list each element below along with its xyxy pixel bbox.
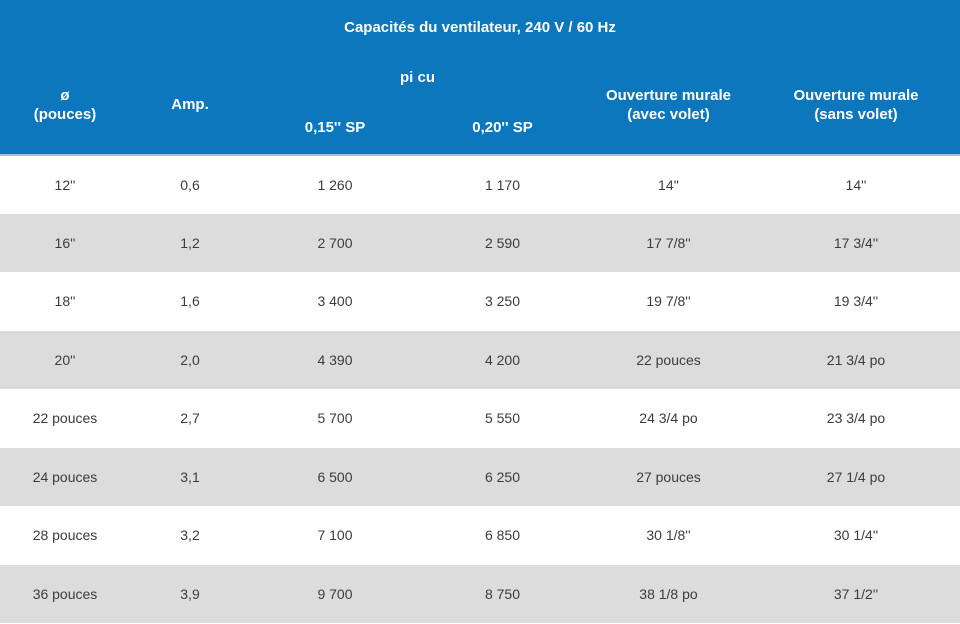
- cell-sp-020: 8 750: [484, 585, 521, 602]
- cell-sp-020: 6 850: [484, 527, 521, 544]
- header-wall-without-line2: (sans volet): [814, 105, 898, 123]
- table-title: Capacités du ventilateur, 240 V / 60 Hz: [0, 0, 960, 55]
- cell-diameter: 12'': [0, 154, 130, 214]
- header-group-row: ø (pouces) Amp. pi cu Ouverture murale (…: [0, 55, 960, 155]
- cell-sp-015: 7 100: [317, 527, 353, 544]
- cell-diameter: 24 pouces: [32, 468, 98, 485]
- cell-amp: 3,1: [180, 468, 200, 485]
- header-wall-with-line2: (avec volet): [627, 105, 710, 123]
- cell-sp-015: 1 260: [250, 154, 420, 214]
- header-wall-without-line1: Ouverture murale: [793, 86, 919, 104]
- cell-sp-020: 4 200: [484, 351, 521, 368]
- cell-sp-020: 6 250: [484, 468, 521, 485]
- cell-wall-without: 23 3/4 po: [826, 410, 886, 427]
- cell-diameter: 36 pouces: [32, 585, 98, 602]
- header-sp-015: 0,15'' SP: [250, 100, 420, 155]
- header-pi-cu-group: pi cu: [250, 55, 585, 100]
- cell-diameter: 28 pouces: [32, 527, 98, 544]
- cell-sp-015: 2 700: [317, 234, 353, 251]
- table-row: 28 pouces 3,2 7 100 6 850 30 1/8'' 30 1/…: [0, 506, 960, 565]
- table-row: 20'' 2,0 4 390 4 200 22 pouces 21 3/4 po: [0, 330, 960, 389]
- cell-amp: 1,6: [180, 293, 200, 310]
- cell-diameter: 22 pouces: [32, 410, 98, 427]
- cell-wall-with: 24 3/4 po: [639, 410, 698, 427]
- header-sp-row: 0,15'' SP 0,20'' SP: [0, 100, 960, 155]
- cell-amp: 3,2: [180, 527, 200, 544]
- cell-diameter: 20'': [54, 351, 76, 368]
- cell-wall-with: 19 7/8'': [646, 293, 691, 310]
- cell-sp-020: 5 550: [484, 410, 521, 427]
- header-diameter-unit: (pouces): [33, 105, 97, 123]
- header-diameter: ø (pouces): [0, 55, 130, 155]
- cell-amp: 1,2: [180, 234, 200, 251]
- header-wall-with-line1: Ouverture murale: [605, 86, 732, 104]
- table-row: 12'' 0,6 1 260 1 170 14'' 14'': [0, 154, 960, 214]
- cell-amp: 0,6: [130, 154, 250, 214]
- cell-sp-020: 2 590: [484, 234, 521, 251]
- cell-wall-without: 21 3/4 po: [826, 351, 886, 368]
- cell-wall-without: 27 1/4 po: [826, 468, 886, 485]
- cell-amp: 3,9: [180, 585, 200, 602]
- cell-diameter: 16'': [54, 234, 76, 251]
- table-body: 12'' 0,6 1 260 1 170 14'' 14'' 16'' 1,2 …: [0, 154, 960, 623]
- cell-sp-015: 4 390: [317, 351, 353, 368]
- header-sp-020: 0,20'' SP: [420, 100, 585, 155]
- cell-sp-020: 1 170: [420, 154, 585, 214]
- cell-sp-020: 3 250: [484, 293, 521, 310]
- header-wall-without-shutter: Ouverture murale (sans volet): [752, 55, 960, 155]
- cell-wall-with: 30 1/8'': [646, 527, 691, 544]
- header-wall-with-shutter: Ouverture murale (avec volet): [585, 55, 752, 155]
- table-row: 16'' 1,2 2 700 2 590 17 7/8'' 17 3/4'': [0, 213, 960, 272]
- header-diameter-symbol: ø: [60, 86, 70, 104]
- table-row: 22 pouces 2,7 5 700 5 550 24 3/4 po 23 3…: [0, 389, 960, 448]
- table-row: 24 pouces 3,1 6 500 6 250 27 pouces 27 1…: [0, 447, 960, 506]
- cell-amp: 2,0: [180, 351, 200, 368]
- cell-wall-without: 19 3/4'': [833, 293, 879, 310]
- cell-amp: 2,7: [180, 410, 200, 427]
- cell-wall-without: 30 1/4'': [833, 527, 879, 544]
- cell-wall-with: 17 7/8'': [646, 234, 691, 251]
- cell-wall-with: 22 pouces: [636, 351, 701, 368]
- cell-wall-with: 38 1/8 po: [639, 585, 698, 602]
- cell-sp-015: 3 400: [317, 293, 353, 310]
- cell-sp-015: 6 500: [317, 468, 353, 485]
- cell-wall-without: 14'': [752, 154, 960, 214]
- table-row: 18'' 1,6 3 400 3 250 19 7/8'' 19 3/4'': [0, 272, 960, 331]
- cell-wall-without: 17 3/4'': [833, 234, 879, 251]
- table-row: 36 pouces 3,9 9 700 8 750 38 1/8 po 37 1…: [0, 564, 960, 623]
- table-title-row: Capacités du ventilateur, 240 V / 60 Hz: [0, 0, 960, 55]
- header-amp: Amp.: [130, 55, 250, 155]
- cell-wall-with: 14'': [585, 154, 752, 214]
- table-header: Capacités du ventilateur, 240 V / 60 Hz …: [0, 0, 960, 155]
- cell-sp-015: 5 700: [317, 410, 353, 427]
- cell-diameter: 18'': [54, 293, 76, 310]
- cell-wall-without: 37 1/2'': [833, 585, 879, 602]
- cell-sp-015: 9 700: [317, 585, 353, 602]
- cell-wall-with: 27 pouces: [636, 468, 701, 485]
